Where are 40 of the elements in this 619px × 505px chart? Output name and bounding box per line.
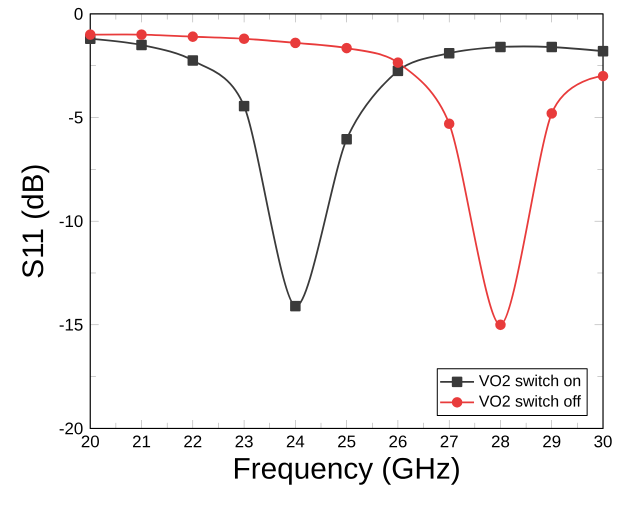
point <box>598 46 608 57</box>
point <box>444 118 454 130</box>
point <box>495 42 506 52</box>
x-tick-label: 27 <box>440 436 458 448</box>
x-tick-label: 23 <box>236 436 253 448</box>
legend-label: VO2 switch on <box>478 374 580 386</box>
y-tick-label: -10 <box>60 215 83 228</box>
x-tick-label: 26 <box>389 436 407 448</box>
point <box>238 100 250 112</box>
point <box>188 55 198 66</box>
y-tick-label: 0 <box>74 8 83 20</box>
y-axis-title: S11 (dB) <box>22 166 50 278</box>
point <box>598 70 608 82</box>
y-tick-label: -5 <box>69 112 83 124</box>
x-tick-label: 20 <box>82 436 99 448</box>
point <box>495 320 506 330</box>
point <box>290 38 301 48</box>
x-tick-label: 21 <box>132 436 150 448</box>
point <box>341 42 352 54</box>
x-tick-label: 29 <box>543 436 560 448</box>
x-tick-label: 30 <box>594 436 612 448</box>
legend-label: VO2 switch off <box>478 395 581 407</box>
point <box>444 48 454 59</box>
point <box>341 134 352 145</box>
point <box>188 32 198 42</box>
point <box>136 29 147 40</box>
point <box>238 34 250 44</box>
point <box>546 108 558 119</box>
y-tick-label: -20 <box>60 422 83 434</box>
point <box>546 42 558 52</box>
y-tick-label: -15 <box>60 319 83 331</box>
point <box>84 29 96 40</box>
x-tick-label: 22 <box>184 436 202 448</box>
x-tick-label: 24 <box>286 436 304 448</box>
x-axis-title: Frequency (GHz) <box>234 457 459 485</box>
x-tick-label: 25 <box>338 436 356 448</box>
point <box>136 40 147 50</box>
x-tick-label: 28 <box>492 436 510 448</box>
point <box>392 57 404 68</box>
point <box>290 300 301 312</box>
